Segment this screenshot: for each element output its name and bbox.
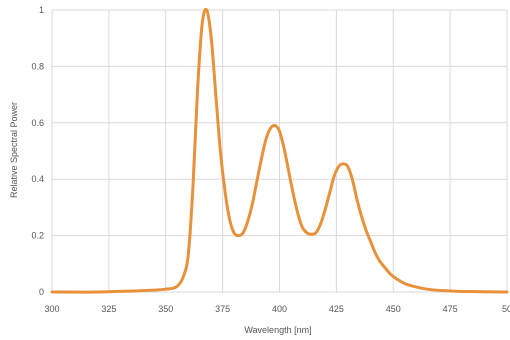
x-tick-label: 375 — [215, 304, 230, 314]
grid-lines — [51, 9, 508, 293]
x-tick-label: 50 — [502, 304, 510, 314]
y-tick-label: 0 — [39, 287, 44, 297]
series-line-0 — [50, 7, 509, 294]
y-tick-label: 0.8 — [31, 61, 44, 71]
x-tick-label: 400 — [272, 304, 287, 314]
x-tick-label: 450 — [386, 304, 401, 314]
x-tick-label: 425 — [329, 304, 344, 314]
x-tick-label: 300 — [44, 304, 59, 314]
y-axis-tick-labels: 0 0.2 0.4 0.6 0.8 1 — [31, 5, 44, 297]
y-tick-label: 0.6 — [31, 118, 44, 128]
y-tick-label: 1 — [39, 5, 44, 15]
x-axis-title: Wavelength [nm] — [244, 325, 311, 335]
y-axis-title: Relative Spectral Power — [9, 102, 19, 198]
x-tick-label: 350 — [158, 304, 173, 314]
series-layer — [50, 7, 509, 294]
y-tick-label: 0.2 — [31, 231, 44, 241]
y-tick-label: 0.4 — [31, 174, 44, 184]
x-axis-tick-labels: 300 325 350 375 400 425 450 475 50 — [44, 304, 510, 314]
x-tick-label: 325 — [101, 304, 116, 314]
x-tick-label: 475 — [443, 304, 458, 314]
